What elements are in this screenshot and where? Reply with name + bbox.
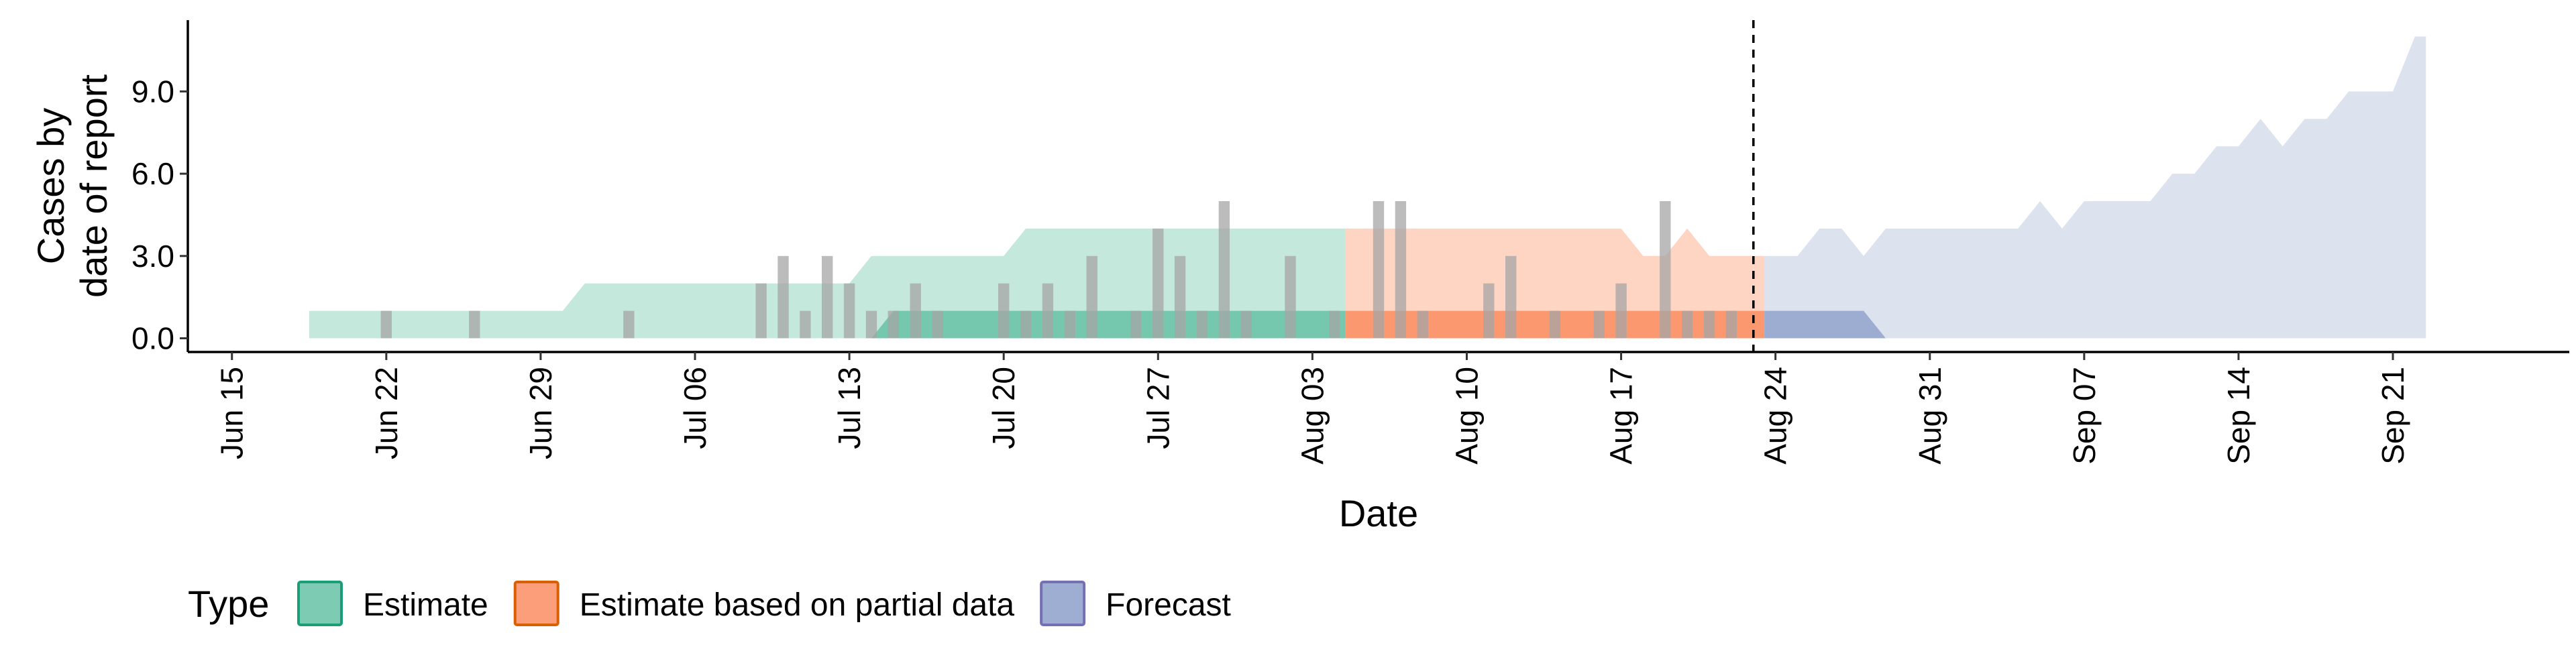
x-tick-label: Aug 17 (1604, 367, 1639, 465)
x-tick-label: Sep 07 (2067, 367, 2102, 465)
observed-case-bar (1285, 255, 1296, 339)
y-tick-label: 3.0 (131, 239, 174, 274)
observed-case-bar (469, 310, 480, 339)
observed-case-bar (1725, 310, 1737, 339)
legend-title: Type (188, 583, 269, 625)
observed-case-bar (1218, 201, 1230, 339)
legend: Type Estimate Estimate based on partial da… (188, 581, 1231, 626)
observed-case-bar (1549, 310, 1561, 339)
x-tick-label: Jul 20 (986, 367, 1021, 449)
observed-case-bar (777, 255, 789, 339)
x-tick-label: Aug 24 (1758, 367, 1793, 465)
observed-case-bar (1174, 255, 1186, 339)
x-tick-label: Sep 21 (2375, 367, 2410, 465)
observed-case-bar (1703, 310, 1715, 339)
observed-case-bar (1682, 310, 1693, 339)
observed-case-bar (865, 310, 877, 339)
observed-case-bar (1196, 310, 1208, 339)
legend-label: Forecast (1106, 587, 1231, 623)
y-tick-label: 0.0 (131, 321, 174, 356)
legend-swatch (297, 581, 343, 626)
observed-case-bar (623, 310, 635, 339)
observed-case-bar (932, 310, 943, 339)
y-tick-label: 6.0 (131, 156, 174, 191)
observed-case-bar (1615, 283, 1627, 339)
observed-case-bar (1395, 201, 1407, 339)
x-tick-label: Jun 15 (215, 367, 250, 459)
observed-case-bar (888, 310, 899, 339)
observed-case-bar (1483, 283, 1495, 339)
axes-layer: 0.0 3.0 6.0 9.0 Cases bydate of report Jun 15… (30, 20, 2569, 534)
observed-case-bar (755, 283, 767, 339)
band-2-0 (1764, 36, 2426, 339)
x-tick-label: Jul 13 (832, 367, 867, 449)
observed-case-bar (1593, 310, 1605, 339)
x-axis-title: Date (1339, 492, 1418, 534)
y-axis-title: Cases bydate of report (30, 74, 115, 298)
y-tick-label: 9.0 (131, 74, 174, 109)
x-tick-label: Aug 03 (1295, 367, 1330, 465)
x-tick-label: Jun 22 (369, 367, 404, 459)
observed-case-bar (1240, 310, 1252, 339)
observed-case-bar (1417, 310, 1428, 339)
legend-swatch (513, 581, 559, 626)
band-2-1 (1764, 310, 1897, 339)
observed-case-bar (1152, 228, 1164, 339)
legend-label: Estimate (363, 587, 488, 623)
observed-case-bar (1086, 255, 1097, 339)
observed-case-bar (1042, 283, 1054, 339)
x-tick-label: Jun 29 (523, 367, 558, 459)
x-tick-label: Jul 27 (1140, 367, 1175, 449)
x-tick-label: Sep 14 (2221, 367, 2256, 465)
y-axis-title-line: Cases by (30, 108, 72, 264)
y-axis-title-line: date of report (72, 74, 115, 298)
x-tick-label: Jul 06 (678, 367, 712, 449)
observed-case-bar (1373, 201, 1385, 339)
legend-swatch (1040, 581, 1086, 626)
observed-case-bar (1660, 201, 1671, 339)
observed-case-bar (910, 283, 921, 339)
observed-case-bar (1020, 310, 1032, 339)
x-tick-label: Aug 31 (1913, 367, 1947, 465)
observed-case-bar (1064, 310, 1075, 339)
observed-case-bar (822, 255, 833, 339)
observed-case-bar (1329, 310, 1340, 339)
x-tick-label: Aug 10 (1450, 367, 1485, 465)
observed-case-bar (843, 283, 855, 339)
observed-case-bar (998, 283, 1010, 339)
observed-case-bar (1130, 310, 1142, 339)
observed-case-bar (380, 310, 392, 339)
legend-label: Estimate based on partial data (580, 587, 1015, 623)
observed-case-bar (1505, 255, 1517, 339)
observed-cases-layer (380, 201, 1737, 339)
observed-case-bar (800, 310, 811, 339)
band-layer (309, 36, 2426, 339)
